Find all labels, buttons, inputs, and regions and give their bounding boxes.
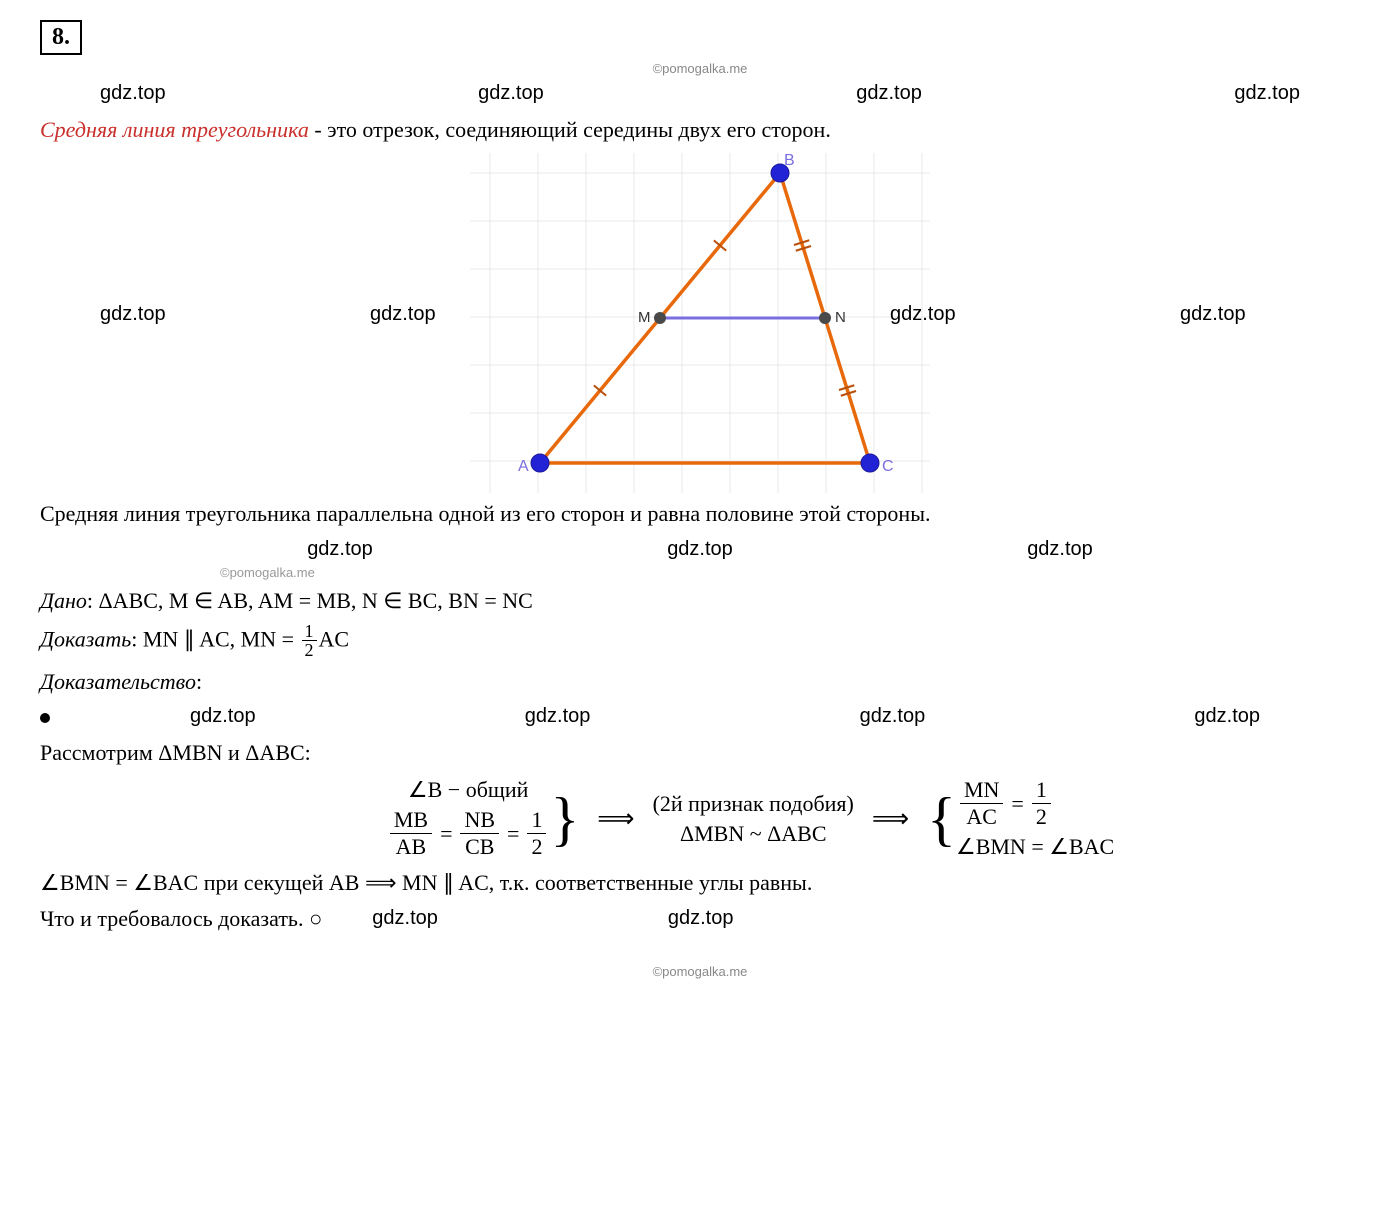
left-brace-icon: { [927,790,956,848]
left-group: ∠B − общий MBAB = NBCB = 12 } [386,777,579,860]
frac-den: AC [962,804,1001,830]
fraction-half: 12 [302,622,317,661]
frac-den: 2 [527,834,546,860]
watermark-row: gdz.top gdz.top gdz.top [40,534,1360,565]
watermark-text: gdz.top [372,905,438,932]
frac-den: AB [392,834,431,860]
problem-number: 8. [40,20,82,55]
bullet-icon [40,713,50,723]
theorem-text: Средняя линия треугольника параллельна о… [40,499,1360,529]
watermark-text: gdz.top [856,82,922,105]
conclusion-line: ∠BMN = ∠BAC при секущей AB ⟹ MN ∥ AC, т.… [40,868,1360,898]
proof-label-line: Доказательство: [40,667,1360,697]
watermark-text: gdz.top [668,905,734,932]
frac-num: 1 [302,622,317,641]
watermark-text: gdz.top [100,82,166,105]
prove-prefix: : MN ∥ AC, MN = [131,627,299,652]
svg-text:N: N [835,309,846,326]
frac-num: MB [390,807,432,834]
watermark-row: gdz.top gdz.top gdz.top gdz.top [40,701,1360,732]
consider-line: Рассмотрим ΔMBN и ΔABC: [40,738,1360,768]
right-group: { MNAC = 12 ∠BMN = ∠BAC [927,777,1114,860]
similarity-statement: ΔMBN ~ ΔABC [680,821,827,847]
prove-line: Доказать: MN ∥ AC, MN = 12AC [40,622,1360,661]
qed-text: Что и требовалось доказать. ○ [40,904,322,934]
watermark-text: gdz.top [525,705,591,728]
frac-mb-ab: MBAB [390,807,432,860]
given-line: Дано: ΔABC, M ∈ AB, AM = MB, N ∈ BC, BN … [40,586,1360,616]
proof-math-block: ∠B − общий MBAB = NBCB = 12 } ⟹ (2й приз… [140,777,1360,860]
prove-suffix: AC [319,627,350,652]
frac-num: 1 [1032,777,1051,804]
watermark-text: gdz.top [478,82,544,105]
similarity-criterion: (2й признак подобия) [653,791,854,817]
diagram-area: gdz.top gdz.top gdz.top gdz.top A B C M N [40,153,1360,493]
given-label: Дано [40,588,87,613]
given-content: : ΔABC, M ∈ AB, AM = MB, N ∈ BC, BN = NC [87,588,533,613]
svg-text:A: A [518,458,529,475]
watermark-text: gdz.top [860,705,926,728]
watermark-text: gdz.top [190,705,256,728]
proof-label: Доказательство [40,669,196,694]
watermark-row: gdz.top gdz.top gdz.top gdz.top [40,78,1360,109]
frac-den: CB [461,834,498,860]
frac-half: 12 [527,807,546,860]
watermark-text: gdz.top [1180,303,1246,326]
watermark-text: gdz.top [1194,705,1260,728]
watermark-pomogalka: ©pomogalka.me [40,61,1360,76]
implies-arrow-icon: ⟹ [872,804,909,834]
watermark-pomogalka: ©pomogalka.me [40,964,1360,979]
watermark-text: gdz.top [1027,538,1093,561]
frac-den: 2 [1032,804,1051,830]
prove-label: Доказать [40,627,131,652]
frac-num: NB [460,807,499,834]
implies-arrow-icon: ⟹ [597,804,634,834]
frac-mn-ac: MNAC [960,777,1003,830]
angle-equality: ∠BMN = ∠BAC [956,834,1114,860]
frac-half: 12 [1032,777,1051,830]
watermark-text: gdz.top [890,303,956,326]
watermark-text: gdz.top [667,538,733,561]
watermark-text: gdz.top [1234,82,1300,105]
frac-num: MN [960,777,1003,804]
watermark-text: gdz.top [307,538,373,561]
svg-text:M: M [638,309,651,326]
watermark-pomogalka: ©pomogalka.me [220,565,1360,580]
definition-term: Средняя линия треугольника [40,117,309,142]
right-brace-icon: } [550,790,579,848]
frac-num: 1 [527,807,546,834]
middle-group: (2й признак подобия) ΔMBN ~ ΔABC [653,791,854,847]
frac-nb-cb: NBCB [460,807,499,860]
svg-text:B: B [784,153,795,169]
watermark-text: gdz.top [100,303,166,326]
definition-line: Средняя линия треугольника - это отрезок… [40,115,1360,145]
svg-text:C: C [882,458,894,475]
qed-row: Что и требовалось доказать. ○ gdz.top gd… [40,904,1360,934]
angle-common: ∠B − общий [408,777,528,803]
frac-den: 2 [302,641,317,661]
watermark-text: gdz.top [370,303,436,326]
definition-rest: - это отрезок, соединяющий середины двух… [309,117,831,142]
triangle-diagram: A B C M N [470,153,930,493]
